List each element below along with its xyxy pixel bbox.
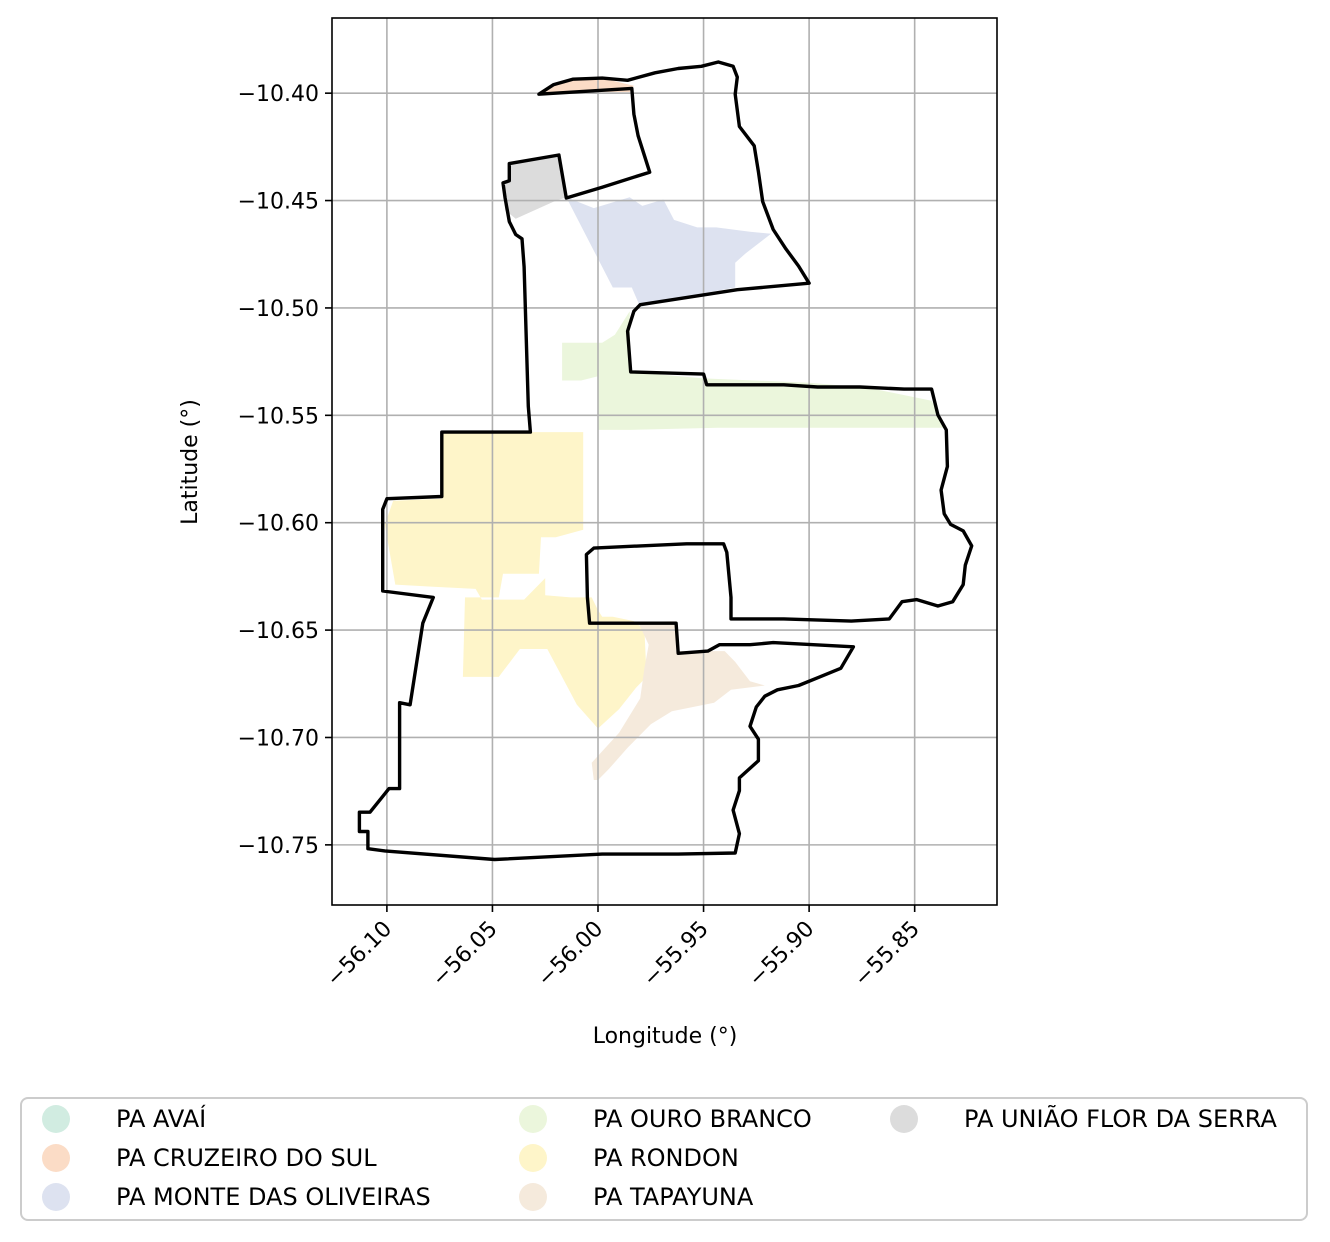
legend: PA AVAÍ PA CRUZEIRO DO SUL PA MONTE DAS OL… xyxy=(20,1097,1308,1221)
legend-swatch-icon xyxy=(42,1144,70,1172)
legend-label: PA CRUZEIRO DO SUL xyxy=(116,1144,377,1172)
x-axis-label: Longitude (°) xyxy=(593,1024,738,1049)
settlement-boundary xyxy=(357,60,974,862)
legend-swatch-icon xyxy=(519,1183,547,1211)
y-tick-label: −10.50 xyxy=(238,297,319,322)
plot-frame xyxy=(331,17,998,906)
legend-item: PA RONDON xyxy=(519,1140,739,1176)
map-figure: −56.10 −56.05 −56.00 −55.95 −55.90 −55.85 −10.… xyxy=(178,17,998,1049)
legend-swatch-icon xyxy=(42,1183,70,1211)
region-pa-rondon xyxy=(384,432,647,729)
x-tick-label: −55.90 xyxy=(744,917,819,992)
x-tick-label: −56.10 xyxy=(322,917,397,992)
y-tick-label: −10.70 xyxy=(238,726,319,751)
x-tick-label: −56.05 xyxy=(427,917,502,992)
legend-item: PA AVAÍ xyxy=(42,1101,206,1137)
legend-swatch-icon xyxy=(890,1105,918,1133)
region-pa-uniao-flor-da-serra xyxy=(503,154,567,219)
y-tick-label: −10.45 xyxy=(238,190,319,215)
legend-swatch-icon xyxy=(42,1105,70,1133)
legend-item: PA MONTE DAS OLIVEIRAS xyxy=(42,1179,431,1215)
y-tick-label: −10.40 xyxy=(238,82,319,107)
x-tick-label: −55.85 xyxy=(850,917,925,992)
region-pa-ouro-branco xyxy=(562,311,947,430)
legend-item: PA OURO BRANCO xyxy=(519,1101,812,1137)
region-pa-monte-das-oliveiras xyxy=(566,197,772,307)
y-tick-label: −10.65 xyxy=(238,619,319,644)
grid-layer xyxy=(332,18,997,905)
legend-item: PA TAPAYUNA xyxy=(519,1179,753,1215)
x-tick-label: −55.95 xyxy=(639,917,714,992)
legend-label: PA RONDON xyxy=(593,1144,739,1172)
legend-label: PA TAPAYUNA xyxy=(593,1183,754,1211)
y-tick-label: −10.55 xyxy=(238,404,319,429)
y-axis-label: Latitude (°) xyxy=(178,399,203,525)
legend-label: PA AVAÍ xyxy=(116,1105,207,1133)
y-tick-label: −10.60 xyxy=(238,512,319,537)
y-tick-label: −10.75 xyxy=(238,834,319,859)
legend-item: PA UNIÃO FLOR DA SERRA xyxy=(890,1101,1277,1137)
legend-label: PA OURO BRANCO xyxy=(593,1105,812,1133)
legend-swatch-icon xyxy=(519,1105,547,1133)
legend-label: PA UNIÃO FLOR DA SERRA xyxy=(964,1105,1277,1133)
outline-layer xyxy=(357,60,974,862)
legend-item: PA CRUZEIRO DO SUL xyxy=(42,1140,377,1176)
legend-label: PA MONTE DAS OLIVEIRAS xyxy=(116,1183,431,1211)
regions-layer xyxy=(384,78,947,780)
legend-swatch-icon xyxy=(519,1144,547,1172)
x-tick-label: −56.00 xyxy=(533,917,608,992)
region-pa-tapayuna xyxy=(591,621,765,780)
